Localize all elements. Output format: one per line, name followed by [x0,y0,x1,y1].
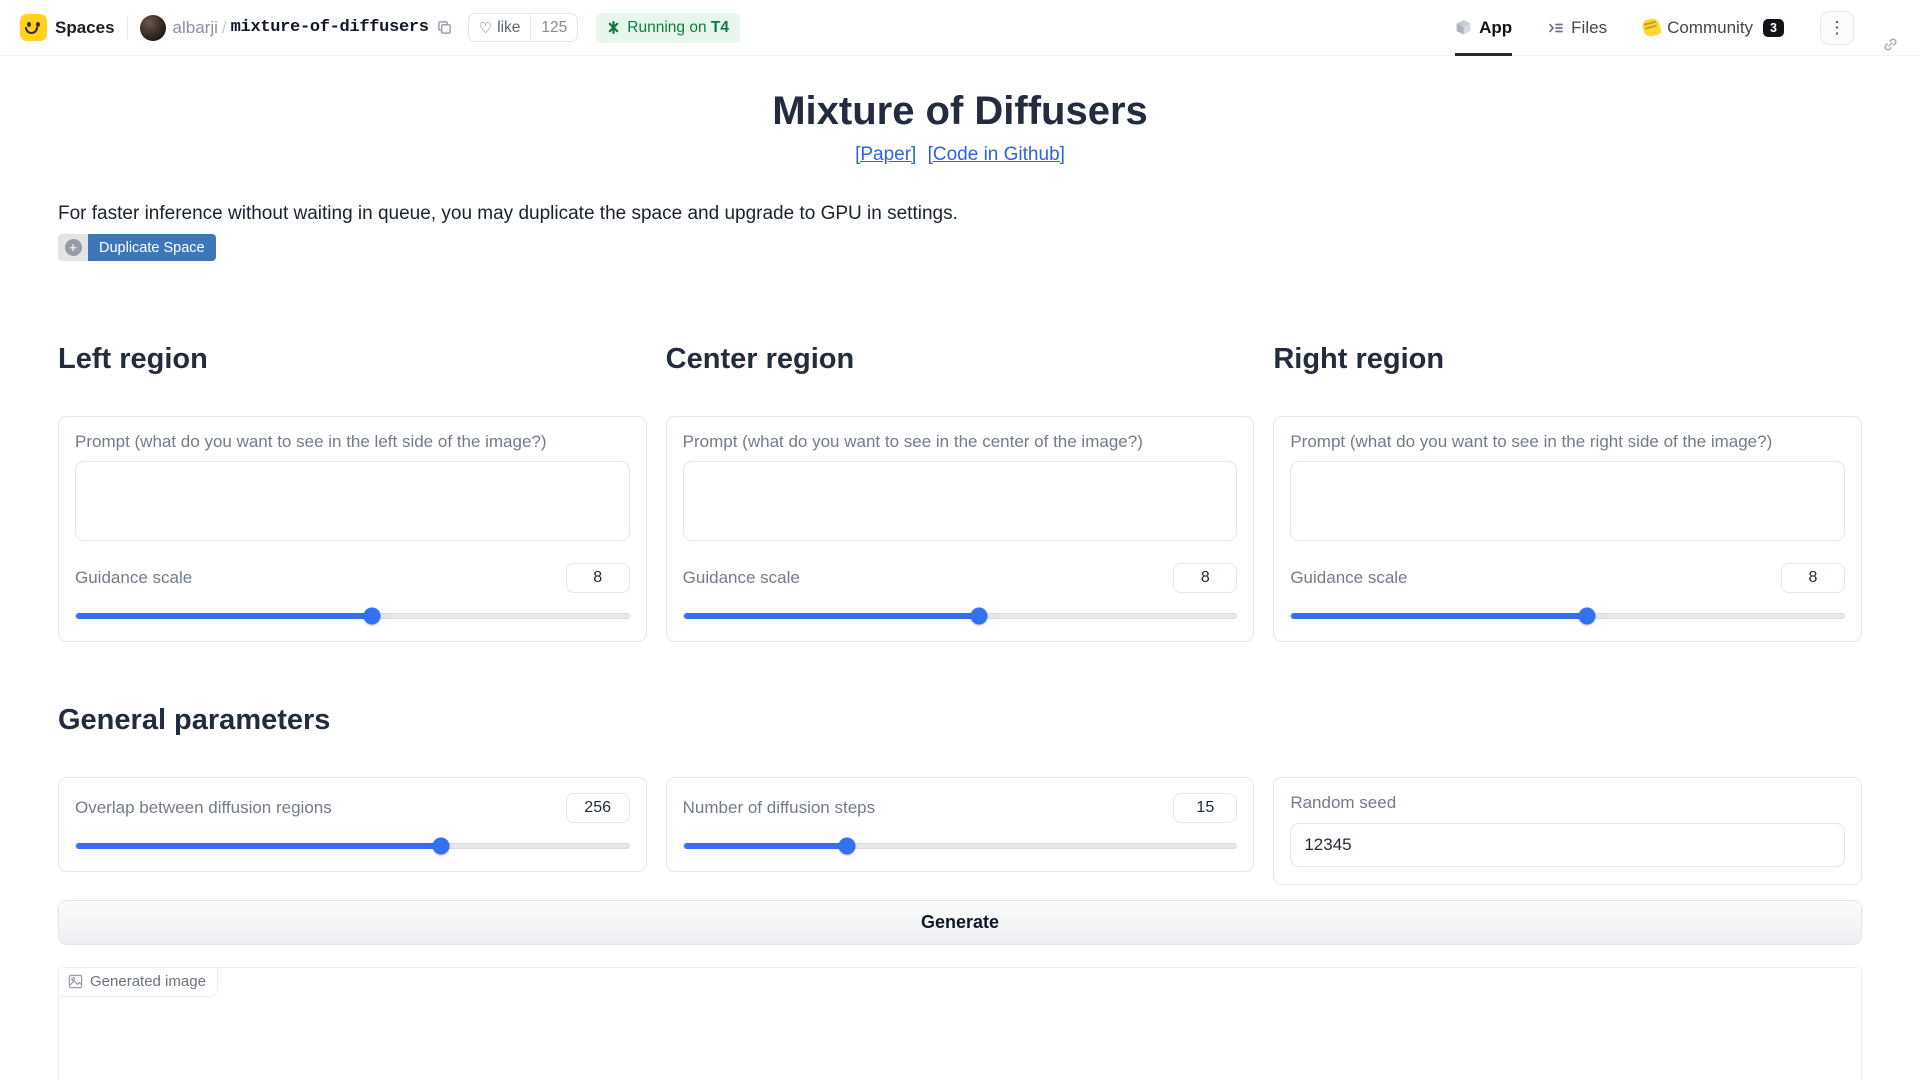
region-cards-row: Prompt (what do you want to see in the l… [58,416,1862,642]
general-parameters-title: General parameters [58,704,331,736]
overlap-number-input[interactable] [565,793,630,823]
top-navbar: Spaces albarji / mixture-of-diffusers ♡ … [0,0,1920,56]
copy-icon [437,21,451,34]
slider-thumb[interactable] [970,607,988,624]
slider-thumb[interactable] [432,837,450,854]
space-owner-link[interactable]: albarji [172,17,218,37]
slider-thumb[interactable] [838,837,856,854]
steps-label: Number of diffusion steps [682,798,876,817]
random-seed-input[interactable] [1290,823,1845,867]
navbar-tabs: App Files Community 3 ⋮ [1455,0,1854,56]
region-headers-row: Left region Center region Right region [58,343,1862,376]
left-region-card: Prompt (what do you want to see in the l… [58,416,647,642]
page-title: Mixture of Diffusers [772,89,1148,133]
slider-track[interactable] [682,837,1238,854]
community-count-badge: 3 [1763,18,1784,37]
cube-icon [1456,20,1471,35]
duplicate-badge-label: Duplicate Space [88,234,216,261]
right-prompt-input[interactable] [1290,461,1845,541]
prompt-label: Prompt (what do you want to see in the l… [75,432,547,451]
duplicate-circle-icon: + [64,239,82,256]
running-status-text: Running on T4 [627,18,729,36]
github-link[interactable]: [Code in Github] [927,144,1065,165]
steps-card: Number of diffusion steps [665,777,1255,872]
right-guidance-number-input[interactable] [1781,563,1845,593]
overlap-card: Overlap between diffusion regions [58,777,647,872]
tab-files[interactable]: Files [1548,0,1607,56]
hugging-face-logo-icon [20,14,47,41]
center-region-title: Center region [665,343,855,375]
spaces-brand[interactable]: Spaces [20,14,115,41]
image-icon [68,974,83,989]
slider-track[interactable] [75,607,630,624]
space-name-link[interactable]: mixture-of-diffusers [230,18,429,37]
copy-space-name-button[interactable] [437,20,452,35]
more-options-button[interactable]: ⋮ [1820,10,1854,45]
running-status-badge[interactable]: Running on T4 [596,12,740,43]
hand-icon [1641,17,1662,38]
title-links: [Paper] [Code in Github] [58,144,1862,166]
seed-card: Random seed [1273,777,1862,885]
slider-track[interactable] [682,607,1238,624]
slider-thumb[interactable] [363,607,381,624]
divider [126,16,128,39]
hardware-spark-icon [608,21,619,34]
guidance-scale-label: Guidance scale [75,568,193,587]
embed-link-icon[interactable] [1883,37,1898,52]
steps-slider[interactable] [682,837,1238,854]
prompt-label: Prompt (what do you want to see in the r… [1290,432,1773,451]
tab-files-label: Files [1571,17,1608,37]
overlap-slider[interactable] [75,837,630,854]
file-tree-icon [1549,23,1564,32]
output-label-text: Generated image [90,973,206,990]
overlap-label: Overlap between diffusion regions [75,798,332,817]
tab-app[interactable]: App [1455,0,1513,56]
general-cards-row: Overlap between diffusion regions Number… [58,777,1862,885]
like-count[interactable]: 125 [530,14,577,41]
duplicate-notice-text: For faster inference without waiting in … [58,203,958,224]
like-label: like [497,18,521,36]
left-guidance-number-input[interactable] [565,563,630,593]
tab-community[interactable]: Community 3 [1641,0,1784,56]
owner-avatar[interactable] [139,14,166,41]
paper-link[interactable]: [Paper] [855,144,917,165]
duplicate-badge-left: + [58,234,88,261]
output-label: Generated image [59,968,218,997]
guidance-scale-label: Guidance scale [682,568,800,587]
center-prompt-input[interactable] [682,461,1238,541]
center-guidance-slider[interactable] [682,607,1238,624]
slider-thumb[interactable] [1578,607,1596,624]
like-button[interactable]: ♡ like [469,14,531,41]
brand-label: Spaces [55,17,115,37]
path-separator: / [221,17,227,37]
app-content: Mixture of Diffusers [Paper] [Code in Gi… [0,89,1920,1080]
heart-icon: ♡ [478,19,493,37]
seed-label: Random seed [1290,793,1397,812]
vertical-dots-icon: ⋮ [1828,18,1846,37]
guidance-scale-label: Guidance scale [1290,568,1408,587]
right-region-title: Right region [1273,343,1445,375]
center-region-card: Prompt (what do you want to see in the c… [665,416,1255,642]
steps-number-input[interactable] [1173,793,1238,823]
tab-app-label: App [1479,17,1513,37]
tab-community-label: Community [1667,17,1754,37]
right-guidance-slider[interactable] [1290,607,1845,624]
like-button-group: ♡ like 125 [467,13,579,42]
right-region-card: Prompt (what do you want to see in the r… [1273,416,1862,642]
slider-track[interactable] [75,837,630,854]
generate-button[interactable]: Generate [58,900,1862,945]
generated-image-output: Generated image [58,967,1862,1080]
left-guidance-slider[interactable] [75,607,630,624]
prompt-label: Prompt (what do you want to see in the c… [682,432,1143,451]
duplicate-space-button[interactable]: + Duplicate Space [58,234,216,261]
slider-track[interactable] [1290,607,1845,624]
left-region-title: Left region [58,343,208,375]
left-prompt-input[interactable] [75,461,630,541]
center-guidance-number-input[interactable] [1173,563,1238,593]
